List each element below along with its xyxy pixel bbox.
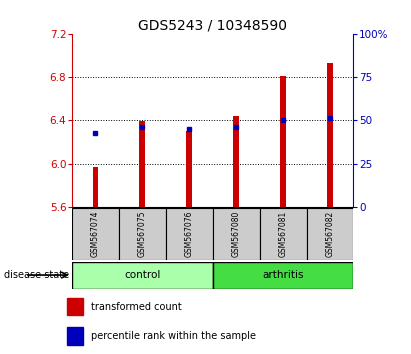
Bar <box>213 208 260 260</box>
Bar <box>72 262 213 289</box>
Bar <box>166 208 213 260</box>
Text: arthritis: arthritis <box>262 270 304 280</box>
Bar <box>213 262 353 289</box>
Text: transformed count: transformed count <box>90 302 181 312</box>
Bar <box>187 131 192 207</box>
Text: disease state: disease state <box>4 270 69 280</box>
Bar <box>72 208 119 260</box>
Bar <box>119 208 166 260</box>
Text: GSM567082: GSM567082 <box>326 210 335 257</box>
Bar <box>67 327 83 345</box>
Text: GSM567081: GSM567081 <box>279 210 288 257</box>
Bar <box>327 63 333 207</box>
Text: GSM567076: GSM567076 <box>185 210 194 257</box>
Text: control: control <box>124 270 161 280</box>
Bar <box>67 298 83 315</box>
Bar <box>307 208 353 260</box>
Bar <box>280 76 286 207</box>
Text: GSM567080: GSM567080 <box>232 210 241 257</box>
Title: GDS5243 / 10348590: GDS5243 / 10348590 <box>138 18 287 33</box>
Bar <box>260 208 307 260</box>
Text: percentile rank within the sample: percentile rank within the sample <box>90 331 256 342</box>
Text: GSM567074: GSM567074 <box>91 210 100 257</box>
Bar <box>139 121 145 207</box>
Text: GSM567075: GSM567075 <box>138 210 147 257</box>
Bar <box>233 116 239 207</box>
Bar <box>92 167 98 207</box>
